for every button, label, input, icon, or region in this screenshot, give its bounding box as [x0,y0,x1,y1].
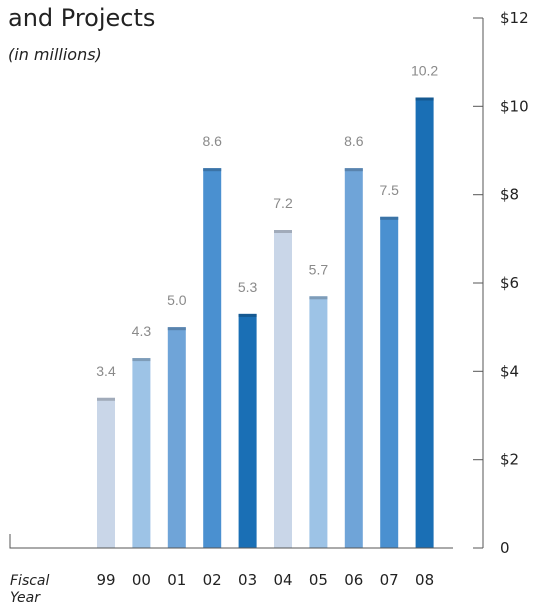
x-tick-05: 05 [309,571,328,589]
chart-title: and Projects [8,4,155,32]
bar-04 [274,230,292,548]
y-tick-label-4: $4 [500,362,519,380]
bar-top-00 [132,358,151,362]
bar-top-05 [309,296,328,300]
bar-top-03 [238,313,257,317]
value-label-01: 5.0 [167,292,187,308]
y-tick-label-2: $2 [500,451,519,469]
bar-top-08 [415,97,434,101]
y-tick-label-0: 0 [500,539,510,557]
bar-top-02 [203,168,222,172]
x-tick-00: 00 [132,571,151,589]
x-axis-line [9,534,453,549]
x-tick-06: 06 [344,571,363,589]
bar-03 [238,313,257,548]
x-tick-03: 03 [238,571,257,589]
value-label-08: 10.2 [411,63,438,79]
x-tick-04: 04 [273,571,292,589]
x-tick-99: 99 [96,571,115,589]
bar-99 [97,397,115,548]
chart-subtitle: (in millions) [8,45,102,64]
x-axis-label-line2: Year [10,590,41,606]
value-label-04: 7.2 [273,195,293,211]
bar-top-99 [97,397,115,401]
bar-top-01 [167,327,186,331]
bar-top-06 [344,168,363,172]
value-labels-group: 3.4 4.3 5.0 8.6 5.3 7.2 5.7 8.6 7.5 10.2 [96,63,438,379]
x-tick-02: 02 [203,571,222,589]
bar-00 [132,358,151,548]
x-tick-08: 08 [415,571,434,589]
x-tick-01: 01 [167,571,186,589]
bar-06 [344,168,363,548]
bar-top-07 [380,216,399,220]
value-label-03: 5.3 [238,279,258,295]
value-label-99: 3.4 [96,363,116,379]
value-label-05: 5.7 [309,261,329,277]
bar-07 [380,216,399,549]
x-ticks-group: 99 00 01 02 03 04 05 06 07 08 [96,571,434,589]
y-tick-label-6: $6 [500,274,519,292]
x-tick-07: 07 [380,571,399,589]
bar-05 [309,296,328,549]
y-tick-label-12: $12 [500,9,529,27]
y-ticks-group: 0 $2 $4 $6 $8 $10 $12 [473,9,529,557]
y-tick-label-8: $8 [500,186,519,204]
bar-02 [203,168,222,548]
y-tick-label-10: $10 [500,97,529,115]
x-axis-label-line1: Fiscal [10,573,50,589]
value-label-02: 8.6 [202,133,222,149]
bars-group [97,97,434,549]
value-label-06: 8.6 [344,133,364,149]
bar-top-04 [274,230,292,233]
value-label-00: 4.3 [132,323,152,339]
bar-08 [415,97,434,548]
value-label-07: 7.5 [379,182,399,198]
bar-01 [167,327,186,548]
